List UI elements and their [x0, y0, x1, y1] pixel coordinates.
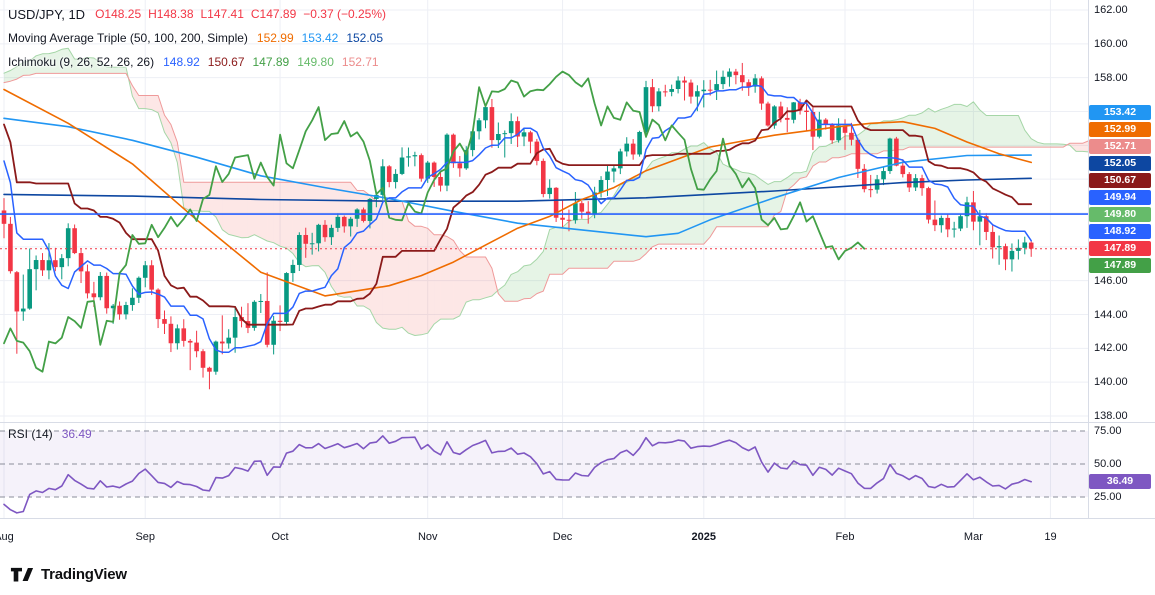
chart-canvas[interactable]	[0, 0, 1155, 556]
rsi-axis-label: 75.00	[1094, 425, 1122, 437]
rsi-legend-value: 36.49	[61, 427, 92, 441]
legend-value: 150.67	[207, 55, 245, 69]
price-axis-badge: 149.94	[1089, 190, 1151, 206]
ohlc-close: C147.89	[250, 7, 297, 21]
ohlc-high: H148.38	[148, 7, 194, 21]
price-axis-label: 140.00	[1094, 376, 1128, 389]
tradingview-logo-icon	[10, 567, 41, 582]
time-axis-label: Feb	[835, 531, 855, 543]
time-axis-label: Dec	[552, 531, 573, 543]
legend-value: 153.42	[301, 31, 339, 45]
price-axis-label: 162.00	[1094, 4, 1128, 16]
rsi-axis-label: 25.00	[1094, 491, 1122, 503]
legend-value: 149.80	[297, 55, 334, 69]
price-axis-badge: 153.42	[1089, 105, 1151, 121]
ma-legend-values: 152.99 153.42 152.05	[257, 31, 391, 45]
price-axis-badge: 148.92	[1089, 224, 1151, 240]
price-axis-badge: 152.71	[1089, 139, 1151, 155]
rsi-legend-title: RSI (14)	[8, 427, 53, 441]
price-axis-label: 158.00	[1094, 71, 1128, 84]
legend-value: 152.71	[341, 55, 379, 69]
legend: USD/JPY, 1D O148.25 H148.38 L147.41 C147…	[8, 2, 393, 74]
ohlc-open: O148.25	[95, 7, 142, 21]
symbol-legend-row[interactable]: USD/JPY, 1D O148.25 H148.38 L147.41 C147…	[8, 2, 393, 26]
rsi-axis-badge: 36.49	[1089, 474, 1151, 490]
branding[interactable]: TradingView	[10, 566, 127, 583]
price-axis-badge: 150.67	[1089, 173, 1151, 189]
price-axis-badge: 152.05	[1089, 156, 1151, 172]
symbol-title: USD/JPY, 1D	[8, 6, 86, 22]
price-axis-label: 138.00	[1094, 410, 1128, 422]
price-axis-badge: 147.89	[1089, 241, 1151, 257]
rsi-axis-label: 50.00	[1094, 458, 1122, 470]
time-axis-label: Aug	[0, 531, 14, 543]
ma-legend-title: Moving Average Triple (50, 100, 200, Sim…	[8, 31, 248, 45]
ohlc-low: L147.41	[200, 7, 244, 21]
ichimoku-legend-row[interactable]: Ichimoku (9, 26, 52, 26, 26) 148.92 150.6…	[8, 50, 393, 74]
branding-name: TradingView	[41, 566, 127, 583]
ma-legend-row[interactable]: Moving Average Triple (50, 100, 200, Sim…	[8, 26, 393, 50]
price-axis-label: 146.00	[1094, 274, 1128, 287]
ichimoku-legend-title: Ichimoku (9, 26, 52, 26, 26)	[8, 55, 155, 69]
time-axis-label: 19	[1044, 531, 1057, 543]
time-axis-label: Nov	[417, 531, 438, 543]
price-axis-label: 142.00	[1094, 342, 1128, 355]
time-axis-label: Oct	[271, 531, 289, 543]
legend-value: 152.05	[346, 31, 384, 45]
legend-value: 147.89	[252, 55, 290, 69]
price-axis-badge: 147.89	[1089, 258, 1151, 274]
price-change: −0.37 (−0.25%)	[303, 7, 386, 21]
rsi-legend-row[interactable]: RSI (14) 36.49	[8, 427, 92, 441]
price-axis-label: 160.00	[1094, 37, 1128, 50]
price-axis-badge: 149.80	[1089, 207, 1151, 223]
ichimoku-legend-values: 148.92 150.67 147.89 149.80 152.71	[163, 55, 387, 69]
time-axis-label: Sep	[135, 531, 156, 543]
time-axis-label: Mar	[963, 531, 983, 543]
price-axis-label: 144.00	[1094, 308, 1128, 321]
legend-value: 148.92	[163, 55, 200, 69]
price-axis-badge: 152.99	[1089, 122, 1151, 138]
legend-value: 152.99	[256, 31, 294, 45]
time-axis-label: 2025	[691, 531, 717, 543]
